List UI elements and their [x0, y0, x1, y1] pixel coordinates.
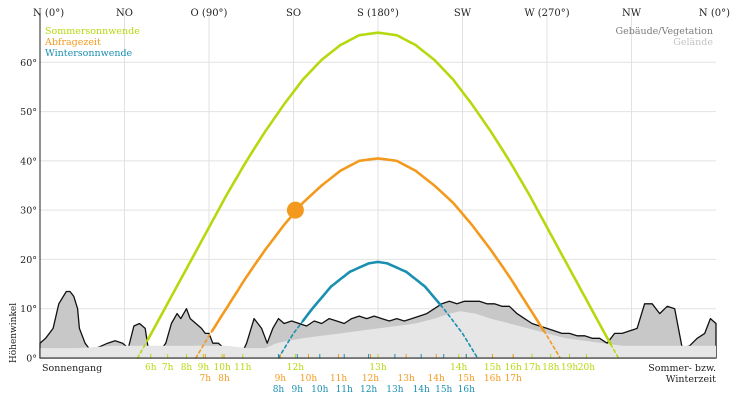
hour-label-26: 8h [273, 385, 285, 395]
y-tick-0: 0° [26, 354, 37, 365]
hour-label-34: 16h [458, 385, 475, 395]
hour-label-4: 10h [214, 363, 231, 373]
current-sun-marker [286, 201, 304, 219]
legend-sommersonnwende: Sommersonnwende [45, 26, 140, 37]
series-0-segment-0 [136, 339, 149, 359]
series-0-segment-2 [610, 343, 620, 359]
series-0-segment-1 [146, 31, 613, 346]
series-1-segment-0 [195, 330, 213, 359]
hour-label-3: 9h [198, 363, 210, 373]
horizon-profile [39, 290, 717, 359]
hour-label-11: 17h [523, 363, 540, 373]
series-2-segment-0 [277, 320, 304, 359]
legend-abfragezeit: Abfragezeit [44, 37, 101, 48]
legend: Sommersonnwende Abfragezeit Wintersonnwe… [44, 26, 713, 59]
direction-tick-8: N (0°) [699, 8, 730, 19]
hour-label-17: 9h [275, 374, 287, 384]
hour-label-2: 8h [181, 363, 193, 373]
hour-label-21: 13h [398, 374, 415, 384]
y-tick-1: 10° [20, 304, 37, 315]
direction-tick-5: SW [454, 8, 472, 19]
hour-label-12: 18h [542, 363, 559, 373]
direction-tick-1: NO [116, 8, 133, 19]
y-tick-4: 40° [20, 156, 37, 167]
series-1-segment-2 [543, 330, 561, 359]
hour-label-9: 15h [484, 363, 501, 373]
hour-label-0: 6h [145, 363, 157, 373]
direction-tick-7: NW [622, 8, 642, 19]
hour-label-31: 13h [386, 385, 403, 395]
series-2-segment-1 [301, 260, 442, 323]
legend-gebaeude-vegetation: Gebäude/Vegetation [616, 26, 713, 37]
hour-label-18: 10h [300, 374, 317, 384]
hour-label-5: 11h [234, 363, 251, 373]
hour-label-1: 7h [162, 363, 174, 373]
horizon-terrain-area [40, 311, 716, 358]
hour-label-20: 12h [362, 374, 379, 384]
legend-wintersonnwende: Wintersonnwende [45, 48, 133, 59]
hour-label-28: 10h [311, 385, 328, 395]
hour-tick-marks [150, 354, 587, 358]
hour-label-32: 14h [413, 385, 430, 395]
hour-label-22: 14h [428, 374, 445, 384]
hour-label-24: 16h [484, 374, 501, 384]
hour-label-25: 17h [505, 374, 522, 384]
series-1-segment-1 [210, 157, 546, 333]
hour-label-7: 13h [369, 363, 386, 373]
hour-label-16: 8h [218, 374, 230, 384]
grid [40, 13, 716, 358]
hour-label-15: 7h [199, 374, 211, 384]
direction-tick-2: O (90°) [191, 8, 228, 19]
direction-tick-3: SO [286, 8, 301, 19]
hour-label-6: 12h [287, 363, 304, 373]
y-tick-5: 50° [20, 107, 37, 118]
hour-label-14: 20h [578, 363, 595, 373]
y-tick-6: 60° [20, 58, 37, 69]
hour-label-33: 15h [435, 385, 452, 395]
hour-label-8: 14h [450, 363, 467, 373]
hour-label-30: 12h [360, 385, 377, 395]
sun-curves [136, 31, 620, 359]
hour-labels: 6h 7h 8h 9h 10h 11h 12h 13h 14h 15h 16h 17h 18h 19h 20… [145, 363, 595, 395]
hour-label-13: 19h [561, 363, 578, 373]
time-note-line-2: Winterzeit [666, 374, 716, 385]
direction-tick-6: W (270°) [524, 8, 569, 19]
hour-label-29: 11h [336, 385, 353, 395]
y-tick-2: 20° [20, 255, 37, 266]
y-axis-label: Höhenwinkel [9, 303, 19, 363]
legend-gelaende: Gelände [673, 37, 713, 48]
hour-label-10: 16h [505, 363, 522, 373]
hour-label-27: 9h [291, 385, 303, 395]
time-note-line-1: Sommer- bzw. [648, 363, 716, 374]
axis-labels: N (0°) NO O (90°) SO S (180°) SW W (270°) NW N (… [20, 8, 730, 365]
y-tick-3: 30° [20, 206, 37, 217]
direction-tick-0: N (0°) [33, 8, 64, 19]
axes [39, 13, 716, 359]
hour-label-23: 15h [458, 374, 475, 384]
sunrise-label: Sonnengang [42, 363, 102, 374]
direction-tick-4: S (180°) [357, 8, 399, 19]
series-2-segment-2 [439, 304, 479, 359]
hour-label-19: 11h [330, 374, 347, 384]
